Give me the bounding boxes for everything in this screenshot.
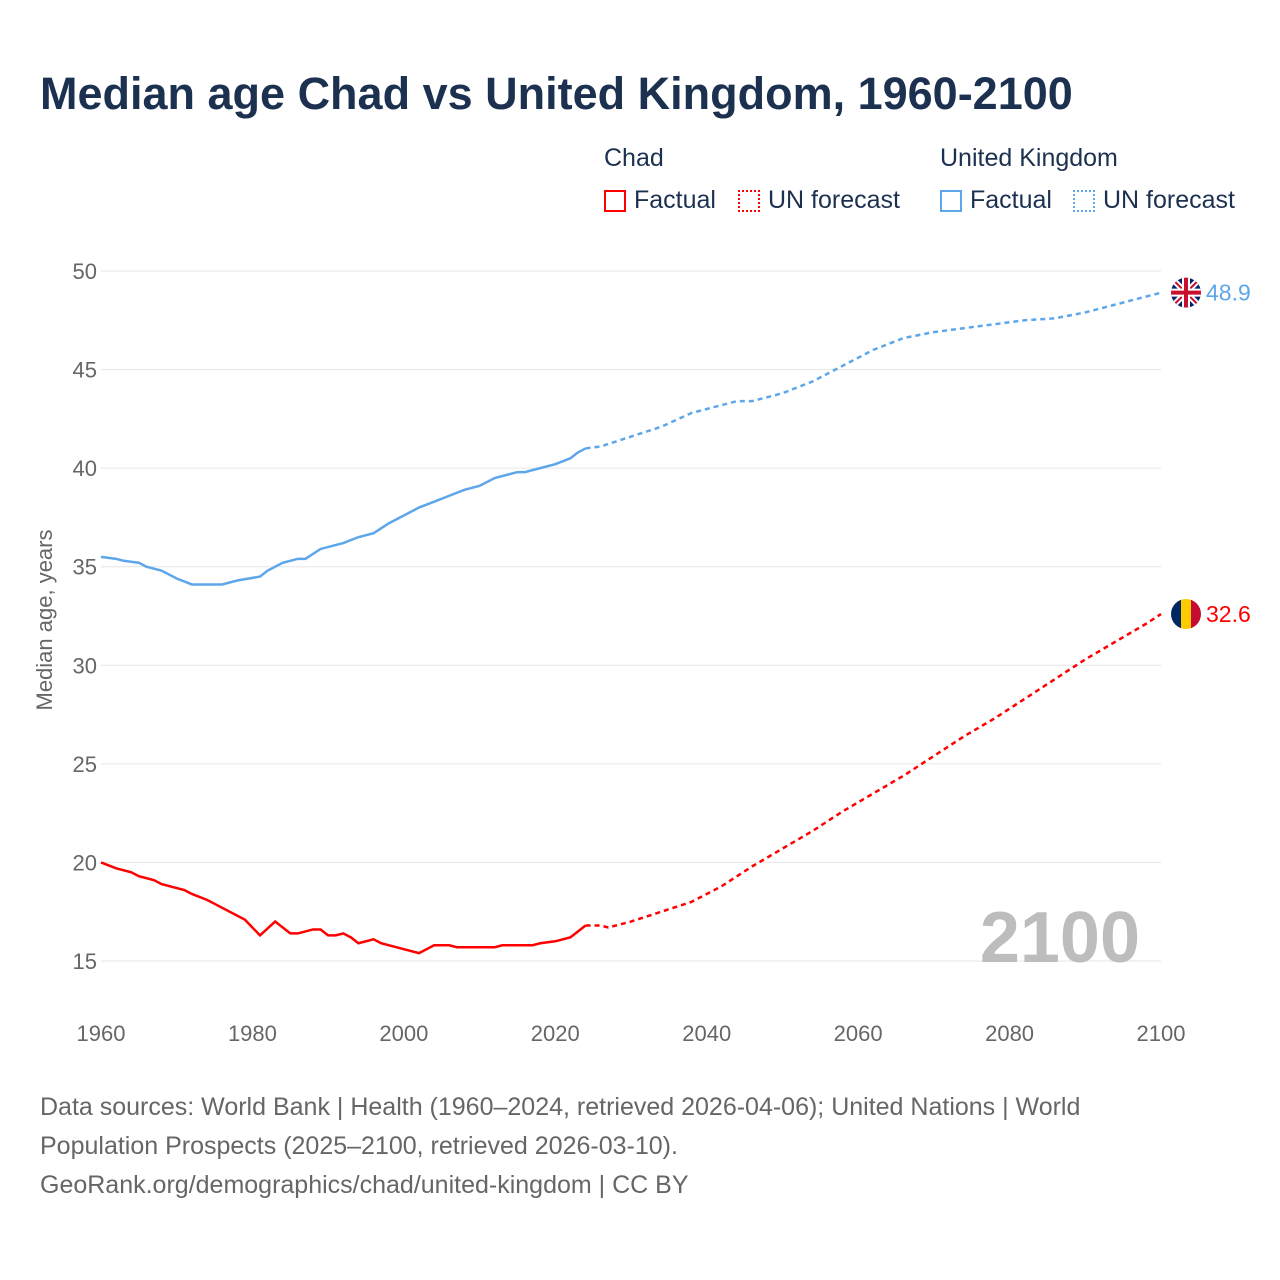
year-watermark: 2100 [980,898,1140,978]
x-tick-label: 1960 [77,1021,126,1046]
y-tick-label: 35 [73,555,97,580]
legend-chad-heading: Chad [604,144,664,172]
x-tick-label: 2000 [379,1021,428,1046]
y-tick-label: 45 [73,358,97,383]
footer-sources: Data sources: World Bank | Health (1960–… [40,1093,1081,1121]
legend-label: Factual [970,186,1052,214]
y-axis-label: Median age, years [32,530,57,711]
legend-label: Factual [634,186,716,214]
x-tick-label: 2100 [1137,1021,1186,1046]
chad-factual-line [100,861,587,955]
chad-flag-icon [1171,599,1201,630]
footer-url: GeoRank.org/demographics/chad/united-kin… [40,1171,689,1199]
x-tick-label: 2040 [682,1021,731,1046]
y-tick-label: 30 [73,653,97,678]
legend-label: UN forecast [768,186,900,214]
uk-flag-icon [1171,277,1201,308]
x-tick-label: 2060 [834,1021,883,1046]
united-kingdom-end-label: 48.9 [1206,280,1251,306]
chad-end-label: 32.6 [1206,601,1251,627]
legend-swatch [940,189,962,212]
y-tick-label: 40 [73,456,97,481]
chad-forecast-line [585,612,1162,929]
y-tick-label: 50 [73,259,97,284]
legend-label: UN forecast [1103,186,1235,214]
legend-uk-heading: United Kingdom [940,144,1118,172]
footer: Data sources: World Bank | Health (1960–… [40,1088,1080,1205]
legend-swatch [604,189,626,212]
x-tick-label: 2020 [531,1021,580,1046]
legend-chad-factual[interactable]: Factual [604,186,716,215]
legend-swatch [1073,189,1095,212]
y-tick-label: 15 [73,949,97,974]
united-kingdom-forecast-line [585,291,1162,450]
united-kingdom-factual-line [100,447,587,586]
x-tick-label: 2080 [985,1021,1034,1046]
legend-uk-factual[interactable]: Factual [940,186,1052,215]
legend-uk-forecast[interactable]: UN forecast [1073,186,1235,215]
legend-chad-forecast[interactable]: UN forecast [738,186,900,215]
y-tick-label: 25 [73,752,97,777]
x-tick-label: 1980 [228,1021,277,1046]
chart-title: Median age Chad vs United Kingdom, 1960-… [40,68,1073,119]
legend-swatch [738,189,760,212]
footer-sources-cont: Population Prospects (2025–2100, retriev… [40,1132,678,1160]
y-tick-label: 20 [73,850,97,875]
